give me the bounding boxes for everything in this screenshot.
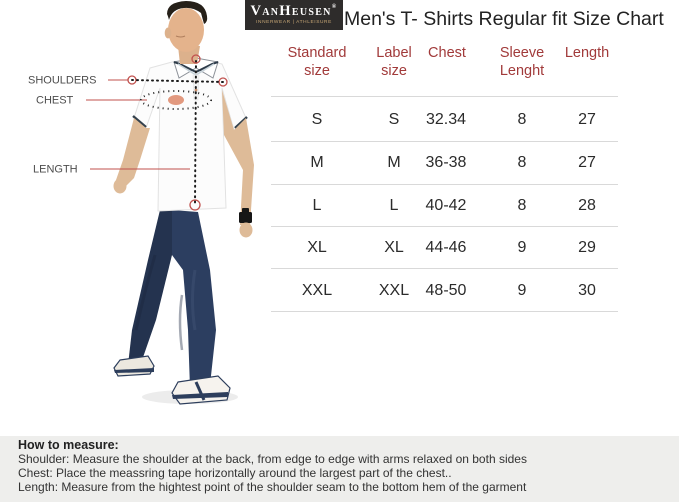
svg-text:SHOULDERS: SHOULDERS: [28, 75, 96, 87]
svg-text:LENGTH: LENGTH: [33, 164, 78, 176]
svg-text:CHEST: CHEST: [36, 95, 74, 107]
